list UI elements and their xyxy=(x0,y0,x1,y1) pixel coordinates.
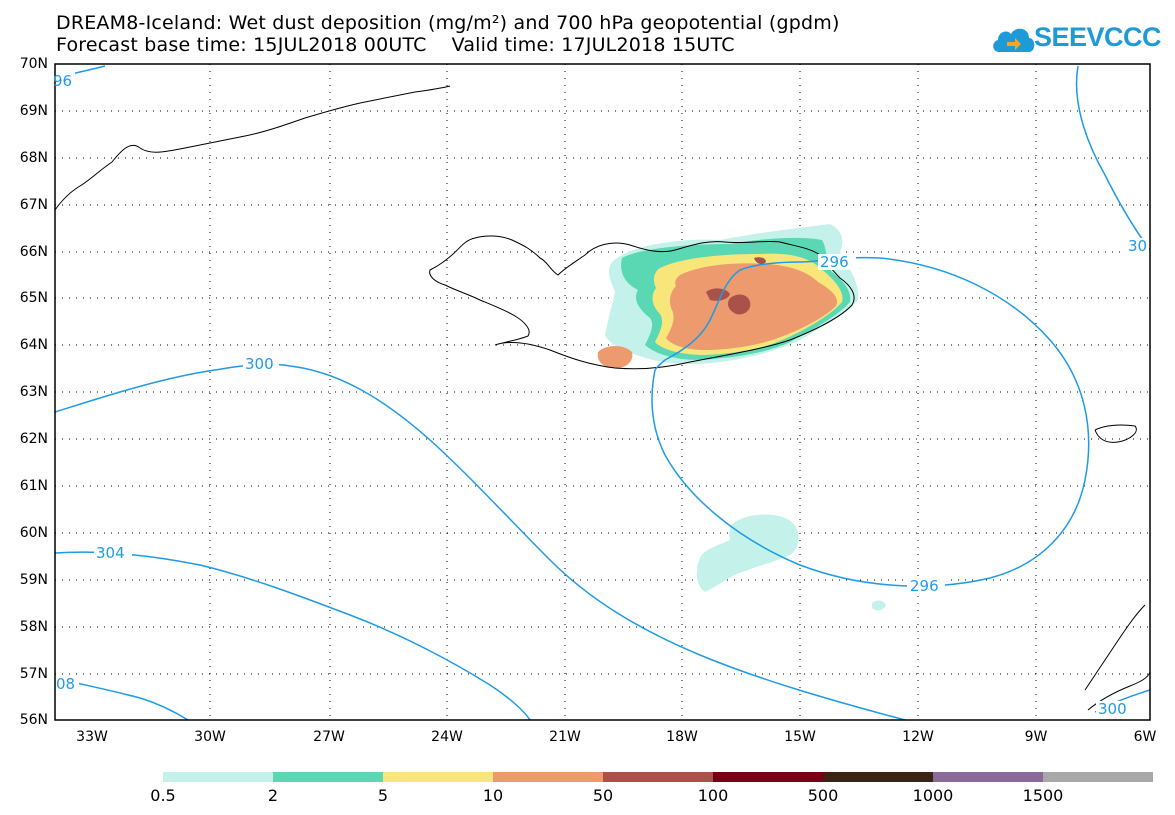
lon-label: 18W xyxy=(666,729,698,745)
contour-30-east xyxy=(1075,65,1151,251)
dust-area-orange xyxy=(666,263,838,350)
lat-label: 66N xyxy=(19,244,48,260)
colorbar-segment xyxy=(933,772,1043,782)
lon-label: 30W xyxy=(194,729,226,745)
lat-label: 70N xyxy=(19,56,48,72)
contour-label: 300 xyxy=(1098,700,1127,718)
seevccc-logo xyxy=(985,18,1165,60)
lat-label: 56N xyxy=(19,712,48,728)
colorbar-label: 2 xyxy=(267,786,279,805)
lat-label: 68N xyxy=(19,150,48,166)
lat-label: 69N xyxy=(19,103,48,119)
coastlines xyxy=(54,85,1151,711)
colorbar-segment xyxy=(493,772,603,782)
colorbar-label: 10 xyxy=(482,786,504,805)
colorbar-label: 500 xyxy=(807,786,839,805)
contour-label: 296 xyxy=(820,253,849,271)
lat-label: 61N xyxy=(19,478,48,494)
dust-area-small xyxy=(872,600,886,611)
graticule xyxy=(55,64,1150,720)
dust-area-sea xyxy=(696,514,799,592)
lon-label: 27W xyxy=(313,729,345,745)
coast-faroe xyxy=(1094,424,1137,443)
lon-label: 12W xyxy=(902,729,934,745)
colorbar-label: 100 xyxy=(697,786,729,805)
lon-label: 9W xyxy=(1024,729,1048,745)
colorbar-label: 1000 xyxy=(912,786,954,805)
lat-label: 59N xyxy=(19,572,48,588)
colorbar-label: 50 xyxy=(592,786,614,805)
contour-296-low xyxy=(651,256,1090,587)
lon-label: 15W xyxy=(784,729,816,745)
lat-label: 64N xyxy=(19,337,48,353)
lon-label: 21W xyxy=(549,729,581,745)
lat-label: 57N xyxy=(19,666,48,682)
contour-label: 300 xyxy=(245,355,274,373)
contour-label: 30 xyxy=(1128,237,1148,255)
map-subtitle: Forecast base time: 15JUL2018 00UTC Vali… xyxy=(56,34,735,56)
contour-300-west xyxy=(54,363,906,721)
lat-label: 67N xyxy=(19,197,48,213)
contour-304 xyxy=(54,551,531,721)
map-title: DREAM8-Iceland: Wet dust deposition (mg/… xyxy=(56,12,840,34)
dust-deposition-field xyxy=(597,224,886,611)
colorbar-segment xyxy=(823,772,933,782)
lat-label: 63N xyxy=(19,384,48,400)
colorbar-segment xyxy=(273,772,383,782)
colorbar-label: 0.5 xyxy=(150,786,176,805)
lon-label: 33W xyxy=(76,729,108,745)
contour-label: 296 xyxy=(910,577,939,595)
map-frame xyxy=(54,63,1151,721)
colorbar-segment xyxy=(383,772,493,782)
colorbar-label: 5 xyxy=(377,786,389,805)
lat-label: 60N xyxy=(19,525,48,541)
contour-label: 96 xyxy=(53,72,73,90)
colorbar xyxy=(163,772,1153,782)
lat-label: 62N xyxy=(19,431,48,447)
contour-label: 08 xyxy=(56,675,76,693)
lon-label: 6W xyxy=(1133,729,1157,745)
dust-area-brown xyxy=(706,257,766,315)
colorbar-segment xyxy=(163,772,273,782)
coast-greenland xyxy=(54,85,451,211)
colorbar-segment xyxy=(713,772,823,782)
logo-text: SEEVCCC xyxy=(1034,22,1162,52)
contour-label: 304 xyxy=(96,544,125,562)
colorbar-segment xyxy=(603,772,713,782)
colorbar-label: 1500 xyxy=(1022,786,1064,805)
coast-iceland xyxy=(429,235,855,370)
lat-label: 65N xyxy=(19,290,48,306)
dust-area-orange-south xyxy=(597,346,633,368)
colorbar-segment xyxy=(1043,772,1153,782)
lon-label: 24W xyxy=(431,729,463,745)
geopotential-contours xyxy=(54,65,1151,721)
lat-label: 58N xyxy=(19,619,48,635)
cloud-icon xyxy=(993,28,1035,52)
coast-scotland xyxy=(1084,604,1151,711)
